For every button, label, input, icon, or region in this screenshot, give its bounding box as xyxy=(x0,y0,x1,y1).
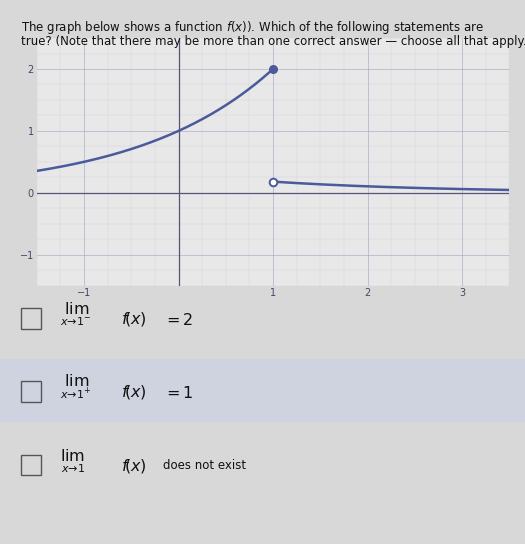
Text: $= 2$: $= 2$ xyxy=(163,312,193,328)
Text: The graph below shows a function $f(x)$). Which of the following statements are: The graph below shows a function $f(x)$)… xyxy=(21,19,484,36)
Text: $= 1$: $= 1$ xyxy=(163,386,193,401)
Text: $\lim_{x\to 1}$: $\lim_{x\to 1}$ xyxy=(60,448,86,475)
Text: true? (Note that there may be more than one correct answer — choose all that app: true? (Note that there may be more than … xyxy=(21,35,525,48)
Text: $f\!\left(x\right)$: $f\!\left(x\right)$ xyxy=(121,457,146,475)
Text: does not exist: does not exist xyxy=(163,459,246,472)
Text: $f\!\left(x\right)$: $f\!\left(x\right)$ xyxy=(121,310,146,328)
Text: $\lim_{x\to 1^+}$: $\lim_{x\to 1^+}$ xyxy=(60,373,92,401)
Text: $f\!\left(x\right)$: $f\!\left(x\right)$ xyxy=(121,384,146,401)
Text: $\lim_{x\to 1^-}$: $\lim_{x\to 1^-}$ xyxy=(60,301,92,328)
